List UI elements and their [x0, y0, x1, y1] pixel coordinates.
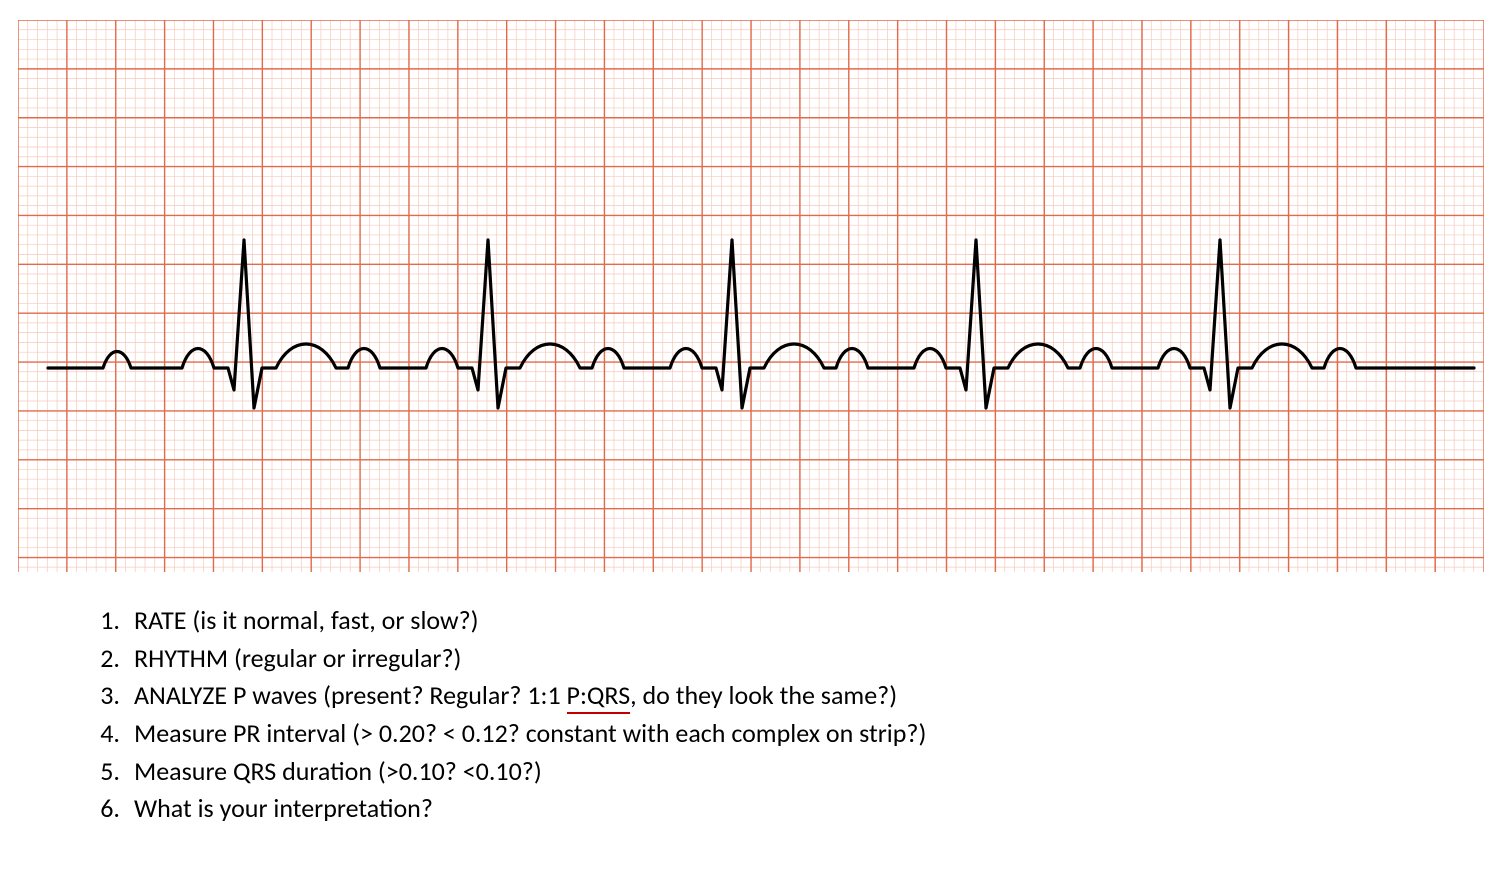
- ecg-strip: [18, 20, 1484, 572]
- question-text-before: Measure QRS duration (>0.10? <0.10?): [134, 755, 542, 787]
- question-text-before: RHYTHM (regular or irregular?): [134, 642, 461, 674]
- question-item: 3.ANALYZE P waves (present? Regular? 1:1…: [72, 677, 1484, 715]
- question-item: 2.RHYTHM (regular or irregular?): [72, 640, 1484, 678]
- question-number: 2.: [72, 640, 134, 678]
- question-text-before: ANALYZE P waves (present? Regular? 1:1: [134, 679, 567, 711]
- question-text: Measure QRS duration (>0.10? <0.10?): [134, 753, 1484, 791]
- ecg-svg: [18, 20, 1484, 572]
- question-item: 4.Measure PR interval (> 0.20? < 0.12? c…: [72, 715, 1484, 753]
- question-list: 1.RATE (is it normal, fast, or slow?)2.R…: [72, 602, 1484, 828]
- question-number: 5.: [72, 753, 134, 791]
- question-number: 6.: [72, 790, 134, 828]
- underlined-term: P:QRS: [567, 679, 631, 714]
- question-text-before: RATE (is it normal, fast, or slow?): [134, 604, 479, 636]
- question-item: 5.Measure QRS duration (>0.10? <0.10?): [72, 753, 1484, 791]
- question-text-before: Measure PR interval (> 0.20? < 0.12? con…: [134, 717, 926, 749]
- question-text-before: What is your interpretation?: [134, 792, 433, 824]
- question-text: Measure PR interval (> 0.20? < 0.12? con…: [134, 715, 1484, 753]
- question-number: 4.: [72, 715, 134, 753]
- question-number: 3.: [72, 677, 134, 715]
- question-text: RATE (is it normal, fast, or slow?): [134, 602, 1484, 640]
- question-text: What is your interpretation?: [134, 790, 1484, 828]
- page: 1.RATE (is it normal, fast, or slow?)2.R…: [0, 0, 1502, 894]
- question-text: RHYTHM (regular or irregular?): [134, 640, 1484, 678]
- question-item: 1.RATE (is it normal, fast, or slow?): [72, 602, 1484, 640]
- question-text: ANALYZE P waves (present? Regular? 1:1 P…: [134, 677, 1484, 715]
- question-item: 6.What is your interpretation?: [72, 790, 1484, 828]
- question-text-after: , do they look the same?): [630, 679, 897, 711]
- question-number: 1.: [72, 602, 134, 640]
